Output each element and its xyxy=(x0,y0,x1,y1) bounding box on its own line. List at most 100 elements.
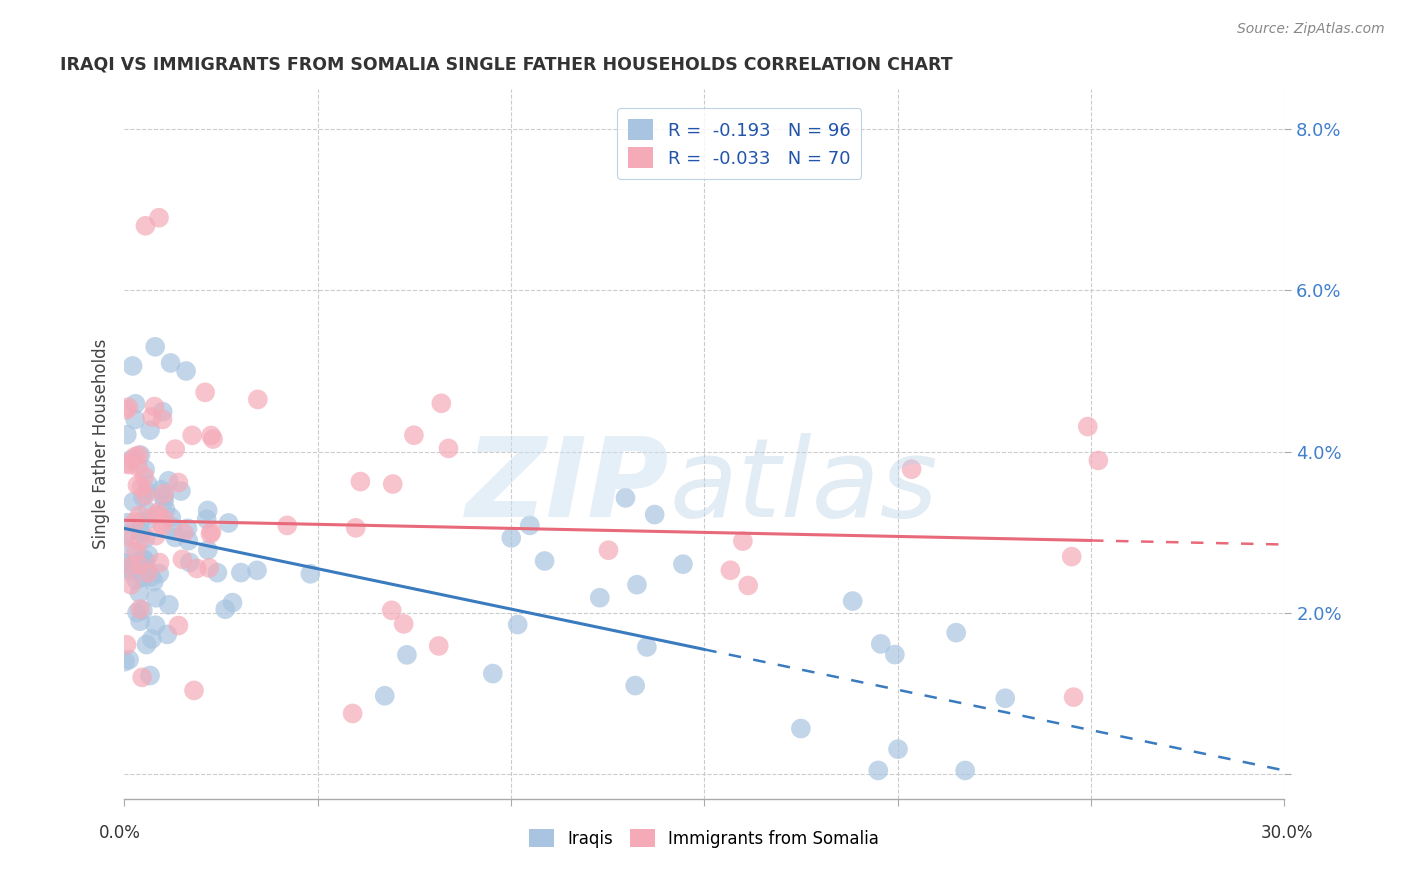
Point xyxy=(125,606,148,620)
Point xyxy=(229,566,252,580)
Point xyxy=(122,495,145,509)
Point xyxy=(121,359,143,373)
Point xyxy=(148,211,170,225)
Point xyxy=(276,518,298,533)
Point xyxy=(115,638,138,652)
Point xyxy=(1087,453,1109,467)
Point xyxy=(197,542,219,557)
Point xyxy=(162,520,184,534)
Point xyxy=(145,508,167,523)
Point xyxy=(427,639,450,653)
Point xyxy=(598,543,620,558)
Point xyxy=(381,477,404,491)
Point xyxy=(202,432,225,446)
Point xyxy=(624,679,647,693)
Point xyxy=(152,404,174,418)
Point xyxy=(150,483,173,497)
Point xyxy=(152,412,174,426)
Point xyxy=(118,653,141,667)
Point xyxy=(349,475,371,489)
Point xyxy=(174,364,197,378)
Point xyxy=(626,578,648,592)
Point xyxy=(374,689,396,703)
Point xyxy=(672,557,695,571)
Point xyxy=(790,722,813,736)
Point xyxy=(148,566,170,581)
Point xyxy=(145,591,167,605)
Point xyxy=(141,632,163,646)
Point xyxy=(214,602,236,616)
Point xyxy=(392,616,415,631)
Point xyxy=(138,548,160,562)
Point xyxy=(135,532,157,546)
Point xyxy=(127,478,149,492)
Point xyxy=(118,458,141,472)
Point xyxy=(636,640,658,654)
Point xyxy=(194,385,217,400)
Point xyxy=(138,477,160,491)
Point xyxy=(129,448,152,462)
Point xyxy=(195,512,218,526)
Point xyxy=(115,427,138,442)
Point xyxy=(501,531,523,545)
Point xyxy=(167,618,190,632)
Point xyxy=(519,518,541,533)
Point xyxy=(117,400,139,414)
Point xyxy=(156,627,179,641)
Point xyxy=(139,423,162,437)
Text: ZIP: ZIP xyxy=(465,433,669,540)
Point xyxy=(143,400,166,414)
Point xyxy=(153,493,176,508)
Text: 0.0%: 0.0% xyxy=(98,824,141,842)
Point xyxy=(737,578,759,592)
Point xyxy=(124,412,146,426)
Point xyxy=(114,556,136,570)
Point xyxy=(1063,690,1085,705)
Point xyxy=(120,559,142,574)
Point xyxy=(221,596,243,610)
Point xyxy=(120,577,142,591)
Point xyxy=(128,558,150,573)
Point xyxy=(132,603,155,617)
Point xyxy=(134,219,156,233)
Point xyxy=(128,448,150,462)
Point xyxy=(129,525,152,540)
Point xyxy=(200,527,222,541)
Point xyxy=(153,486,176,500)
Point xyxy=(430,396,453,410)
Point xyxy=(132,551,155,566)
Point xyxy=(176,521,198,535)
Point xyxy=(344,521,367,535)
Point xyxy=(167,475,190,490)
Point xyxy=(200,428,222,442)
Point xyxy=(900,462,922,476)
Point xyxy=(165,530,187,544)
Point xyxy=(132,570,155,584)
Point xyxy=(148,556,170,570)
Point xyxy=(115,402,138,417)
Point xyxy=(131,480,153,494)
Point xyxy=(218,516,240,530)
Point xyxy=(437,442,460,456)
Point xyxy=(115,560,138,574)
Point xyxy=(170,484,193,499)
Point xyxy=(122,560,145,574)
Point xyxy=(887,742,910,756)
Point xyxy=(124,515,146,529)
Point xyxy=(153,512,176,526)
Point xyxy=(120,452,142,467)
Point xyxy=(118,564,141,578)
Point xyxy=(134,488,156,502)
Point xyxy=(115,527,138,541)
Point xyxy=(198,561,221,575)
Point xyxy=(395,648,418,662)
Point xyxy=(124,450,146,464)
Text: IRAQI VS IMMIGRANTS FROM SOMALIA SINGLE FATHER HOUSEHOLDS CORRELATION CHART: IRAQI VS IMMIGRANTS FROM SOMALIA SINGLE … xyxy=(60,55,953,73)
Point xyxy=(945,625,967,640)
Point xyxy=(142,574,165,589)
Point xyxy=(165,442,187,456)
Point xyxy=(186,561,208,575)
Point xyxy=(381,603,404,617)
Point xyxy=(135,559,157,574)
Point xyxy=(141,409,163,424)
